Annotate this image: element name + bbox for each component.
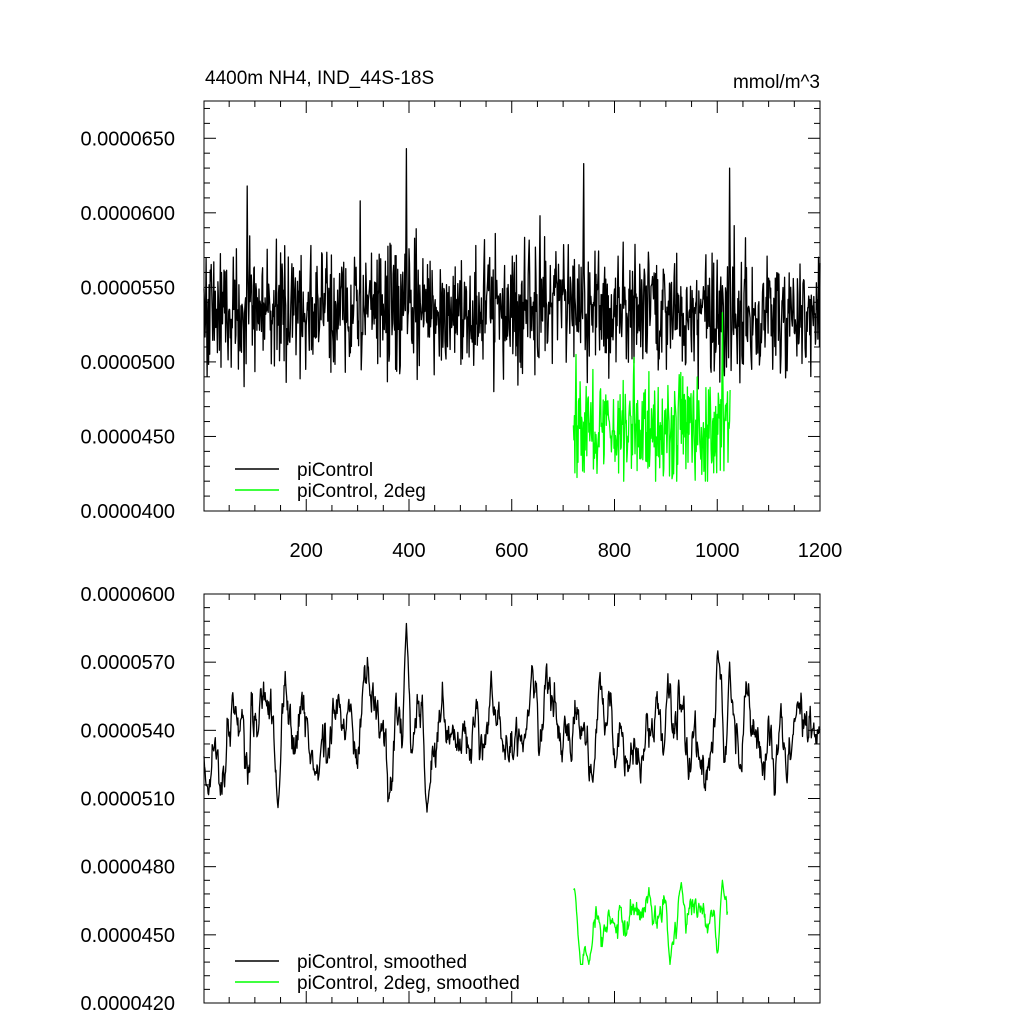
y-tick-label: 0.0000570 (80, 652, 175, 674)
x-tick-label: 400 (392, 540, 425, 562)
x-tick-label: 200 (290, 540, 323, 562)
y-tick-label: 0.0000450 (80, 426, 175, 448)
y-tick-label: 0.0000510 (80, 789, 175, 811)
chart-title: 4400m NH4, IND_44S-18S (205, 68, 434, 89)
series-line-picontrol-2deg (572, 312, 731, 482)
y-tick-label: 0.0000550 (80, 277, 175, 299)
y-tick-label: 0.0000600 (80, 584, 175, 606)
y-tick-label: 0.0000420 (80, 993, 175, 1015)
legend-label-picontrol: piControl (297, 460, 373, 481)
x-tick-label: 600 (495, 540, 528, 562)
legend: piControl, smoothed piControl, 2deg, smo… (235, 952, 520, 994)
y-tick-label: 0.0000650 (80, 128, 175, 150)
units-label: mmol/m^3 (733, 72, 820, 93)
y-tick-label: 0.0000540 (80, 720, 175, 742)
legend-label-picontrol-2deg: piControl, 2deg (297, 481, 426, 502)
y-tick-label: 0.0000500 (80, 352, 175, 374)
series-line-picontrol-smoothed (203, 622, 821, 813)
x-tick-label: 1200 (798, 540, 843, 562)
series-line-picontrol (203, 148, 821, 393)
legend-label-picontrol-smoothed: piControl, smoothed (297, 952, 467, 973)
x-tick-label: 800 (598, 540, 631, 562)
y-tick-label: 0.0000480 (80, 857, 175, 879)
bottom-panel: 0.0000420 0.0000450 0.0000480 0.0000510 0.00… (80, 584, 821, 1015)
legend: piControl piControl, 2deg (235, 460, 426, 502)
top-panel: 4400m NH4, IND_44S-18S mmol/m^3 200 400 60… (80, 68, 842, 562)
plot-frame (203, 593, 821, 1004)
x-tick-label: 1000 (695, 540, 740, 562)
y-tick-label: 0.0000450 (80, 925, 175, 947)
y-tick-label: 0.0000600 (80, 203, 175, 225)
series-line-picontrol-2deg-smoothed (573, 879, 729, 966)
legend-label-picontrol-2deg-smoothed: piControl, 2deg, smoothed (297, 973, 520, 994)
y-tick-label: 0.0000400 (80, 501, 175, 523)
